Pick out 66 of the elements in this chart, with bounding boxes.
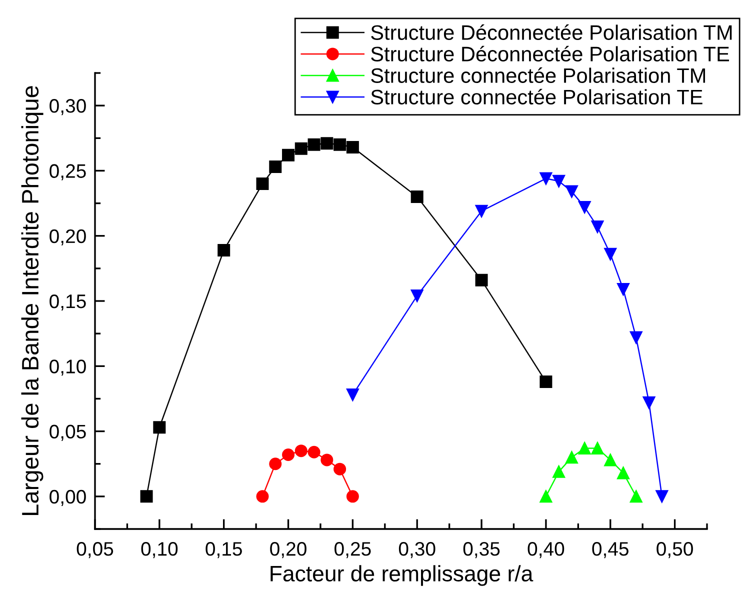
point — [578, 442, 591, 454]
point — [604, 454, 617, 466]
point — [540, 376, 552, 388]
y-tick-label: 0,30 — [50, 99, 86, 116]
y-tick-label: 0,05 — [50, 424, 86, 441]
point — [218, 244, 230, 256]
x-tick-label: 0,45 — [592, 542, 628, 558]
y-tick-label: 0,20 — [50, 229, 86, 246]
point — [591, 220, 604, 233]
x-tick-label: 0,40 — [528, 542, 564, 558]
x-axis-title: Facteur de remplissage r/a — [270, 565, 534, 586]
point — [269, 458, 282, 470]
x-tick-label: 0,20 — [270, 542, 306, 558]
x-tick-label: 0,15 — [206, 542, 242, 558]
point — [320, 454, 334, 466]
point — [346, 490, 359, 503]
point — [552, 465, 566, 478]
legend-label: Structure connectée Polarisation TE — [371, 88, 702, 104]
point — [591, 442, 604, 454]
point — [256, 490, 269, 503]
point — [320, 137, 334, 150]
point — [630, 331, 642, 344]
x-tick-label: 0,25 — [334, 542, 371, 558]
x-tick-label: 0,50 — [656, 542, 693, 558]
point — [269, 160, 282, 174]
legend-label: Structure connectée Polarisation TM — [371, 67, 706, 83]
y-axis-title: Largeur de la Bande Interdite Photonique — [21, 86, 44, 515]
point — [475, 274, 488, 286]
point — [346, 388, 359, 402]
x-tick-label: 0,10 — [141, 542, 178, 558]
point — [294, 142, 308, 155]
point — [256, 177, 269, 190]
point — [475, 204, 488, 218]
point — [565, 451, 578, 464]
point — [604, 248, 617, 260]
point — [617, 466, 630, 480]
point — [334, 462, 346, 476]
y-tick-label: 0,00 — [50, 490, 86, 506]
point — [308, 138, 320, 151]
point — [617, 283, 630, 296]
x-tick-label: 0,05 — [76, 542, 114, 558]
point — [656, 490, 668, 503]
point — [410, 290, 424, 302]
point — [630, 490, 642, 503]
point — [308, 446, 320, 458]
point — [540, 490, 552, 503]
point — [552, 174, 566, 188]
point — [642, 396, 656, 409]
legend-label: Structure Déconnectée Polarisation TE — [371, 46, 730, 62]
point — [410, 190, 424, 204]
point — [578, 200, 591, 214]
legend-label: Structure Déconnectée Polarisation TM — [371, 24, 732, 40]
x-tick-label: 0,35 — [463, 542, 500, 558]
point — [334, 138, 346, 151]
point — [282, 148, 295, 162]
point — [540, 172, 552, 185]
point — [294, 444, 308, 458]
point — [346, 141, 359, 154]
point — [565, 185, 578, 198]
x-tick-label: 0,30 — [398, 542, 436, 558]
y-tick-label: 0,25 — [50, 164, 86, 180]
point — [140, 490, 153, 503]
y-tick-label: 0,15 — [50, 294, 86, 311]
point — [282, 448, 295, 461]
y-tick-label: 0,10 — [50, 360, 86, 376]
point — [153, 421, 166, 434]
